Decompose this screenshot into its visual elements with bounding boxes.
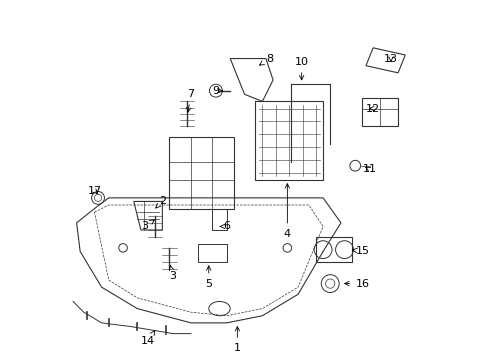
Text: 4: 4: [283, 184, 290, 239]
Text: 7: 7: [186, 89, 194, 112]
Text: 11: 11: [362, 164, 376, 174]
Text: 3: 3: [169, 266, 176, 282]
Text: 2: 2: [156, 197, 165, 208]
Text: 14: 14: [141, 330, 155, 346]
Text: 10: 10: [294, 57, 308, 80]
Text: 6: 6: [220, 221, 230, 231]
Text: 17: 17: [87, 186, 102, 196]
Text: 13: 13: [383, 54, 397, 64]
Text: 1: 1: [233, 327, 241, 353]
Text: 8: 8: [259, 54, 272, 65]
Text: 5: 5: [205, 266, 212, 289]
Text: 16: 16: [344, 279, 368, 289]
Text: 3: 3: [141, 220, 154, 231]
Text: 9: 9: [212, 86, 222, 96]
Text: 15: 15: [352, 247, 368, 256]
Text: 12: 12: [366, 104, 379, 113]
